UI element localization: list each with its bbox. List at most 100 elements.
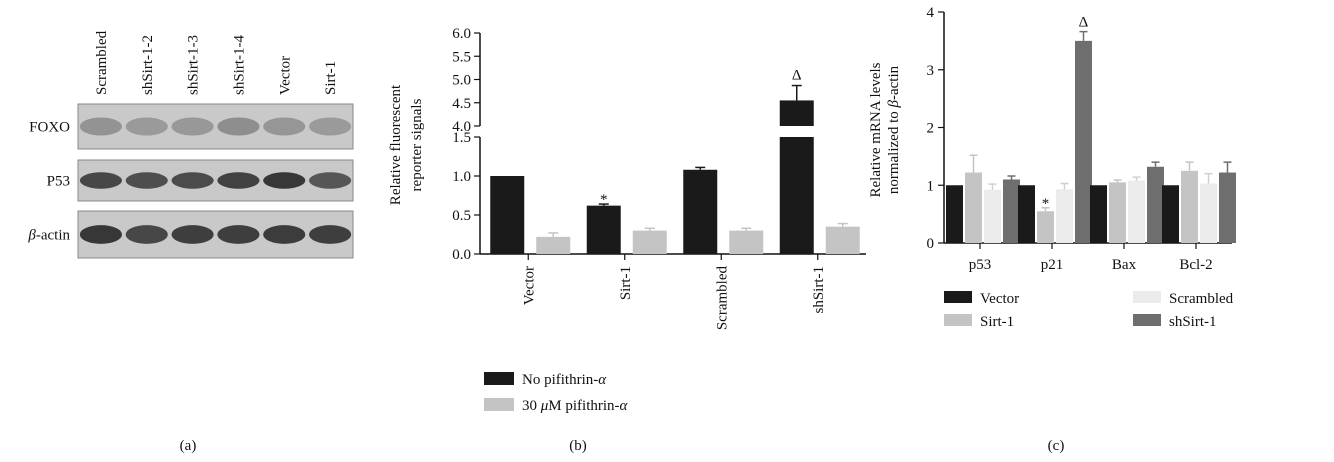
blot-band (171, 225, 214, 244)
lane-label: shSirt-1-2 (140, 35, 156, 95)
blot-row-label: β-actin (27, 228, 70, 244)
bar-upper (779, 100, 814, 126)
x-tick-label: p53 (969, 257, 992, 273)
bar (1128, 180, 1145, 243)
blot-band (263, 172, 306, 189)
bar (1181, 170, 1198, 243)
blot-band (217, 117, 260, 136)
x-tick-label: p21 (1041, 257, 1064, 273)
y-tick-label: 1 (927, 178, 935, 194)
blot-band (217, 225, 260, 244)
significance-mark: Δ (792, 68, 802, 84)
bar (632, 230, 667, 254)
significance-mark: * (600, 192, 608, 208)
y-tick-label: 4 (927, 5, 935, 21)
western-blot: Scrambled shSirt-1-2 shSirt-1-3 shSirt-1-4 V… (27, 30, 354, 259)
blot-band (125, 225, 168, 244)
blot-band (309, 225, 352, 244)
chart-c: 0 1 2 3 4 Relative mRNA levels normalized to β… (868, 5, 1236, 330)
blot-row-label: P53 (47, 174, 70, 190)
x-tick-label: Sirt-1 (618, 266, 634, 300)
blot-strip (77, 210, 354, 259)
lane-label: Vector (277, 56, 293, 95)
bar (1162, 185, 1179, 243)
blot-band (171, 172, 214, 189)
bar (683, 169, 718, 254)
y-tick-label: 0.0 (452, 247, 471, 263)
bar (1075, 40, 1092, 243)
y-axis-label: Relative mRNA levels (868, 62, 884, 197)
y-axis-label: Relative fluorescent (388, 84, 404, 205)
bar (1090, 185, 1107, 243)
y-tick-label: 4.0 (452, 119, 471, 135)
x-tick-label: shSirt-1 (811, 266, 827, 314)
x-tick-label: Vector (521, 266, 537, 305)
lane-label: shSirt-1-4 (231, 34, 247, 95)
blot-strip (77, 103, 354, 150)
legend-label: Scrambled (1169, 291, 1234, 307)
bar (1003, 179, 1020, 243)
chart-b: 0.0 0.5 1.0 1.54.0 4.5 5.0 5.5 6.0 Relative fluo… (388, 26, 866, 414)
blot-band (309, 172, 352, 189)
y-tick-label: 6.0 (452, 26, 471, 42)
legend-swatch (944, 314, 972, 326)
y-tick-label: 2 (927, 121, 935, 137)
bar (965, 172, 982, 243)
blot-row-label: FOXO (29, 120, 70, 136)
legend-swatch (484, 372, 514, 385)
significance-mark: * (1042, 196, 1050, 212)
legend-label: shSirt-1 (1169, 314, 1217, 330)
panel-label-a: (a) (180, 438, 197, 454)
bar (490, 176, 525, 254)
blot-band (79, 172, 122, 189)
y-tick-label: 0.5 (452, 208, 471, 224)
bar (1018, 185, 1035, 243)
x-tick-label: Bcl-2 (1179, 257, 1212, 273)
bar (1037, 211, 1054, 243)
lane-label: Sirt-1 (323, 61, 339, 95)
bar (586, 205, 621, 254)
bar (825, 226, 860, 254)
blot-band (79, 225, 122, 244)
panel-label-c: (c) (1048, 438, 1065, 454)
y-tick-label: 0 (927, 236, 935, 252)
blot-band (125, 117, 168, 136)
bar (1056, 189, 1073, 243)
bar (984, 189, 1001, 243)
bar (729, 230, 764, 254)
legend-label: Vector (980, 291, 1019, 307)
blot-band (309, 117, 352, 136)
y-tick-label: 5.0 (452, 73, 471, 89)
legend-swatch (484, 398, 514, 411)
y-tick-label: 4.5 (452, 96, 471, 112)
bar (1219, 172, 1236, 243)
blot-band (125, 172, 168, 189)
y-tick-label: 1.0 (452, 169, 471, 185)
blot-band (79, 117, 122, 136)
legend-swatch (1133, 291, 1161, 303)
bar (779, 137, 814, 254)
lane-label: shSirt-1-3 (186, 35, 202, 95)
bar (1109, 182, 1126, 243)
bar (1200, 183, 1217, 243)
y-tick-label: 1.5 (452, 130, 471, 146)
y-tick-label: 3 (927, 63, 935, 79)
blot-band (171, 117, 214, 136)
y-tick-label: 5.5 (452, 49, 471, 65)
legend-label: Sirt-1 (980, 314, 1014, 330)
y-axis-label: reporter signals (409, 98, 425, 191)
significance-mark: Δ (1079, 15, 1089, 31)
bar (536, 236, 571, 254)
lane-label: Scrambled (94, 30, 110, 95)
blot-band (263, 225, 306, 244)
blot-strip (77, 159, 354, 202)
legend-label: 30 μM pifithrin-α (522, 398, 629, 414)
legend-swatch (1133, 314, 1161, 326)
bar (1147, 166, 1164, 243)
x-tick-label: Bax (1112, 257, 1137, 273)
x-tick-label: Scrambled (714, 266, 730, 331)
bar (946, 185, 963, 243)
legend-swatch (944, 291, 972, 303)
blot-band (217, 172, 260, 189)
